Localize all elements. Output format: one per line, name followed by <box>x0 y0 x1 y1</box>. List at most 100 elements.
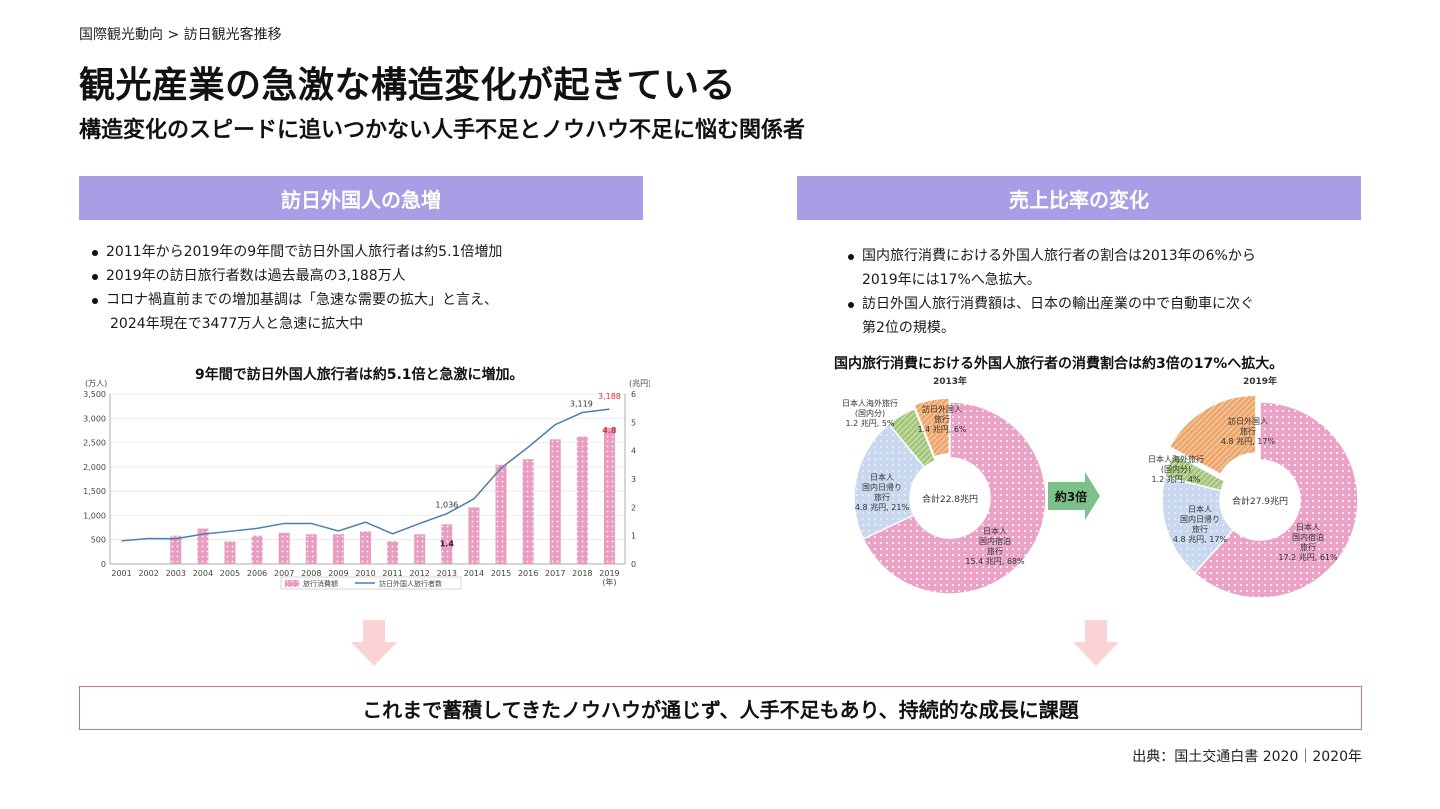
donut-slice-label: 国内宿泊 <box>979 536 1011 546</box>
y-right-tick-label: 2 <box>631 503 636 512</box>
donut-center-total: 合計27.9兆円 <box>1232 495 1288 507</box>
donut-slice <box>1163 452 1226 492</box>
x-tick-label: 2002 <box>138 569 158 578</box>
donut-slice-label: 日本人海外旅行 <box>1148 454 1204 464</box>
x-tick-label: 2006 <box>247 569 267 578</box>
donut-slice-label: 旅行 <box>1192 524 1208 534</box>
donut-slice-label: 4.8 兆円, 17% <box>1173 534 1228 544</box>
annotation-2018-visitors: 3,119 <box>570 400 593 409</box>
donut-slice-label: 1.2 兆円, 4% <box>1151 474 1200 484</box>
y-left-tick-label: 2,500 <box>83 439 106 448</box>
donut-slice-label: 旅行 <box>934 414 950 424</box>
bar-travel-spending <box>360 531 371 564</box>
x-tick-label: 2010 <box>355 569 375 578</box>
visitor-bar-line-chart: (万人) (兆円) 0 500 1,000 1,500 2,000 2,500 3,000 3,5… <box>83 378 650 590</box>
section-header-visitors: 訪日外国人の急増 <box>79 176 643 220</box>
y-right-tick-label: 1 <box>631 532 636 541</box>
donut-slice <box>862 401 1047 595</box>
y-left-tick-label: 1,500 <box>83 487 106 496</box>
x-tick-label: 2005 <box>220 569 240 578</box>
bar-travel-spending <box>332 534 344 564</box>
bar-travel-spending <box>197 528 209 564</box>
y-right-tick-label: 5 <box>631 418 636 427</box>
y-right-tick-label: 3 <box>631 475 636 484</box>
x-tick-label: 2018 <box>572 569 592 578</box>
bullet-item: コロナ禍直前までの増加基調は「急速な需要の拡大」と言え、 <box>90 288 630 312</box>
donut-slice-label: (国内分) <box>1161 464 1191 474</box>
legend-label-line: 訪日外国人旅行者数 <box>379 579 442 588</box>
source-citation: 出典：国土交通白書 2020｜2020年 <box>1132 749 1362 765</box>
bar-travel-spending <box>305 534 317 564</box>
bar-travel-spending <box>522 459 534 564</box>
bar-travel-spending <box>414 534 426 564</box>
x-tick-label: 2003 <box>166 569 186 578</box>
breadcrumb: 国際観光動向 > 訪日観光客推移 <box>79 27 282 43</box>
x-tick-label: 2001 <box>111 569 131 578</box>
x-tick-label: 2016 <box>518 569 538 578</box>
y-left-tick-label: 3,000 <box>83 414 106 423</box>
right-axis-unit: (兆円) <box>629 378 650 388</box>
donut-slice-label: 旅行 <box>874 492 890 502</box>
conclusion-box: これまで蓄積してきたノウハウが通じず、人手不足もあり、持続的な成長に課題 <box>79 686 1362 730</box>
legend-label-bar: 旅行消費額 <box>303 579 338 588</box>
x-tick-label: 2011 <box>382 569 402 578</box>
x-tick-label: 2015 <box>491 569 511 578</box>
donut-slice <box>853 422 926 540</box>
bullet-item-continuation: 第2位の規模。 <box>862 320 955 336</box>
transition-label: 約3倍 <box>1055 489 1087 504</box>
bar-travel-spending <box>495 464 507 564</box>
donut-slice <box>912 397 950 458</box>
x-tick-label: 2014 <box>464 569 484 578</box>
donut-slice-label: 国内日帰り <box>862 482 902 492</box>
sales-bullet-list: 国内旅行消費における外国人旅行者の割合は2013年の6%から 2019年には17… <box>846 244 1346 340</box>
section-header-sales-ratio: 売上比率の変化 <box>797 176 1361 220</box>
annotation-2019-visitors: 3,188 <box>598 392 621 401</box>
left-axis-unit: (万人) <box>85 379 107 388</box>
donut-slice <box>1168 394 1257 476</box>
x-tick-label: 2017 <box>545 569 565 578</box>
bar-chart-title: 9年間で訪日外国人旅行者は約5.1倍と急激に増加。 <box>195 367 524 383</box>
donut-year-title: 2019年 <box>1243 375 1277 387</box>
donut-slice-label: 4.8 兆円, 17% <box>1221 436 1276 446</box>
annotation-2013-visitors: 1,036 <box>435 501 458 510</box>
legend-swatch-bar <box>285 580 299 587</box>
line-visitors <box>121 408 610 542</box>
donut-slice-label: 15.4 兆円, 68% <box>965 556 1025 566</box>
donut-slice-label: 日本人海外旅行 <box>842 398 898 408</box>
y-left-tick-label: 3,500 <box>83 390 106 399</box>
bar-travel-spending <box>549 439 561 564</box>
x-axis-unit: (年) <box>602 577 616 587</box>
bar-travel-spending <box>251 535 263 564</box>
donut-slice-label: 日本人 <box>1188 504 1212 514</box>
y-left-tick-label: 1,000 <box>83 511 106 520</box>
bullet-item: 国内旅行消費における外国人旅行者の割合は2013年の6%から <box>846 244 1346 268</box>
x-tick-label: 2004 <box>193 569 213 578</box>
bar-travel-spending <box>224 541 236 564</box>
page-title: 観光産業の急激な構造変化が起きている <box>79 65 737 106</box>
x-tick-label: 2007 <box>274 569 294 578</box>
down-arrow-icon <box>351 620 397 666</box>
y-left-tick-label: 0 <box>101 560 106 569</box>
donut-slice-label: 日本人 <box>1296 522 1320 532</box>
y-left-tick-label: 500 <box>91 536 106 545</box>
donut-chart-title: 国内旅行消費における外国人旅行者の消費割合は約3倍の17%へ拡大。 <box>834 356 1284 372</box>
donut-slice <box>887 407 937 469</box>
bullet-item-continuation: 2024年現在で3477万人と急速に拡大中 <box>110 316 364 332</box>
bullet-item: 2011年から2019年の9年間で訪日外国人旅行者は約5.1倍増加 <box>90 240 630 264</box>
donut-slice-label: 国内宿泊 <box>1292 532 1324 542</box>
y-left-tick-label: 2,000 <box>83 463 106 472</box>
x-tick-label: 2019 <box>599 569 619 578</box>
bar-travel-spending <box>603 428 615 564</box>
down-arrow-icon <box>1073 620 1119 666</box>
bullet-item: 2019年の訪日旅行者数は過去最高の3,188万人 <box>90 264 630 288</box>
donut-slice-label: 旅行 <box>987 546 1003 556</box>
y-right-tick-label: 0 <box>631 560 636 569</box>
x-tick-label: 2013 <box>437 569 457 578</box>
donut-slice-label: 1.2 兆円, 5% <box>845 418 894 428</box>
donut-center-total: 合計22.8兆円 <box>922 493 978 505</box>
donut-slice-label: 国内日帰り <box>1180 514 1220 524</box>
x-tick-label: 2009 <box>328 569 348 578</box>
bar-travel-spending <box>387 541 399 564</box>
y-right-tick-label: 6 <box>631 390 636 399</box>
donut-slice <box>1193 401 1359 599</box>
